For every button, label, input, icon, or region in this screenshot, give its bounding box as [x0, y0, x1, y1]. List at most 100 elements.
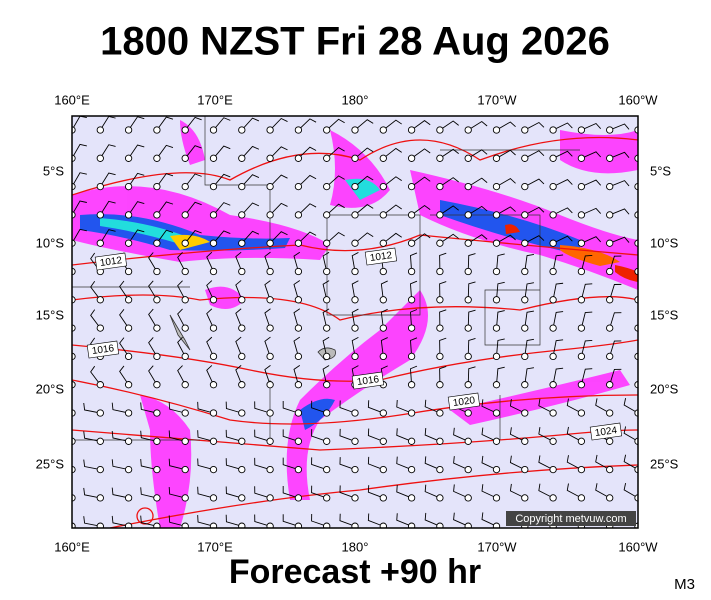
station [96, 126, 104, 134]
isobar-label-box [94, 252, 128, 271]
lon-label: 160°E [54, 539, 90, 554]
wind-barb [552, 179, 573, 188]
station [153, 522, 161, 528]
wind-barb [453, 456, 469, 471]
station [266, 126, 274, 134]
wind-barb [524, 253, 534, 272]
station [181, 437, 189, 445]
wind-barb [99, 200, 116, 216]
wind-barb [424, 399, 441, 414]
wind-barb [72, 299, 73, 300]
wind-barb [580, 339, 593, 357]
station [407, 352, 416, 361]
station [238, 522, 246, 528]
wind-barb [90, 365, 101, 385]
wind-barb [410, 280, 418, 300]
station [464, 154, 472, 162]
station [238, 296, 246, 304]
wind-barb [439, 365, 447, 385]
wind-barb [197, 401, 214, 414]
lat-label: 15°S [36, 307, 65, 322]
wind-barb [481, 399, 497, 414]
station [96, 324, 104, 332]
station [351, 126, 359, 134]
wind-barb [72, 200, 87, 216]
station [124, 324, 133, 332]
station [407, 154, 416, 162]
wind-barb [72, 412, 73, 413]
wind-barb [293, 251, 301, 272]
station [407, 182, 416, 191]
wind-barb [383, 147, 402, 159]
station [351, 267, 359, 276]
station [407, 126, 416, 134]
wind-barb [148, 365, 158, 385]
station [153, 296, 161, 304]
station [407, 465, 416, 474]
station [492, 296, 501, 304]
wind-barb [439, 252, 447, 272]
station [238, 465, 246, 474]
wind-barb [524, 310, 534, 329]
isobars [72, 136, 638, 528]
station [323, 352, 331, 361]
isobar-label: 1016 [356, 374, 380, 388]
wind-barb [241, 202, 260, 216]
station [492, 239, 501, 247]
station [209, 154, 218, 162]
station [492, 352, 501, 361]
wind-barb [453, 427, 469, 442]
wind-barb [524, 338, 534, 357]
station [436, 296, 444, 304]
wind-barb [298, 203, 317, 216]
wind-barb [383, 232, 402, 244]
station [464, 211, 472, 219]
station [521, 352, 529, 361]
wind-barb [383, 176, 402, 187]
wind-barb [184, 116, 202, 131]
station [464, 381, 472, 389]
lat-label: 20°S [36, 381, 65, 396]
wind-barb [380, 308, 388, 329]
station [323, 437, 331, 445]
station [96, 381, 104, 389]
wind-barb [128, 172, 145, 187]
station [549, 239, 557, 247]
wind-barb [225, 458, 242, 471]
station [549, 324, 557, 332]
lat-label: 10°S [36, 235, 65, 250]
station [294, 352, 303, 361]
station [323, 239, 331, 247]
wind-barb [235, 251, 243, 272]
wind-barb [241, 230, 260, 244]
copyright: Copyright metvuw.com [515, 513, 626, 525]
wind-barb [83, 459, 101, 471]
wind-barb [269, 146, 288, 159]
station [464, 182, 472, 191]
wind-barb [524, 178, 545, 187]
isobar-label-box [589, 422, 623, 441]
wind-barb [509, 427, 525, 442]
wind-barb [326, 147, 345, 159]
wind-barb [235, 336, 243, 357]
station [407, 522, 416, 528]
wind-barb [206, 251, 214, 272]
wind-barb [467, 366, 476, 385]
wind-barb [623, 454, 638, 470]
station [181, 324, 189, 332]
station [181, 522, 189, 528]
station [407, 296, 416, 304]
wind-barb [439, 120, 459, 131]
station [577, 494, 586, 502]
wind-barb [311, 429, 327, 442]
station [209, 239, 218, 247]
station [436, 211, 444, 219]
station [323, 409, 331, 417]
wind-barb [580, 368, 593, 385]
wind-barb [72, 270, 73, 272]
wind-barb [235, 280, 243, 300]
lat-label: 15°S [650, 307, 679, 322]
station [266, 522, 274, 528]
wind-barb [197, 486, 214, 499]
station [351, 465, 359, 474]
